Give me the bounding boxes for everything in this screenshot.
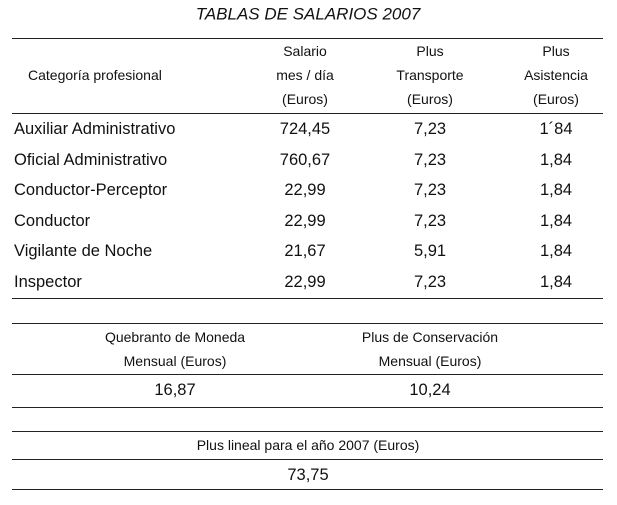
rule <box>12 431 603 432</box>
cell: 7,23 <box>413 272 447 291</box>
column-header: Plus lineal para el año 2007 (Euros) <box>196 437 420 453</box>
cell: 1,84 <box>539 150 573 169</box>
column-header: Salario <box>283 43 327 59</box>
row-label: Auxiliar Administrativo <box>14 119 176 138</box>
cell: 1,84 <box>539 272 573 291</box>
column-header: Categoría profesional <box>28 67 162 83</box>
row-label: Inspector <box>14 272 82 291</box>
rule <box>12 459 603 460</box>
cell: 21,67 <box>284 242 326 261</box>
cell: 10,24 <box>409 380 451 399</box>
column-header: Transporte <box>396 67 464 83</box>
cell: 5,91 <box>413 242 447 261</box>
cell: 1,84 <box>539 211 573 230</box>
column-header: (Euros) <box>407 91 453 107</box>
title: TABLAS DE SALARIOS 2007 <box>195 4 421 24</box>
rule <box>12 38 603 39</box>
row-label: Conductor-Perceptor <box>14 180 168 199</box>
column-header: Plus <box>416 43 444 59</box>
cell: 7,23 <box>413 211 447 230</box>
column-header: mes / día <box>276 67 334 83</box>
column-header: Plus de Conservación <box>361 329 499 345</box>
cell: 16,87 <box>154 380 196 399</box>
column-header: Plus <box>542 43 570 59</box>
cell: 7,23 <box>413 150 447 169</box>
rule <box>12 489 603 490</box>
cell: 22,99 <box>284 180 326 199</box>
cell: 724,45 <box>279 119 331 138</box>
column-header: Quebranto de Moneda <box>104 329 246 345</box>
row-label: Oficial Administrativo <box>14 150 168 169</box>
column-header: Mensual (Euros) <box>123 353 227 369</box>
cell: 760,67 <box>279 150 331 169</box>
cell: 22,99 <box>284 211 326 230</box>
rule <box>12 323 603 324</box>
column-header: (Euros) <box>533 91 579 107</box>
column-header: (Euros) <box>282 91 328 107</box>
rule <box>12 407 603 408</box>
rule <box>12 298 603 299</box>
cell: 7,23 <box>413 119 447 138</box>
cell: 1´84 <box>539 119 573 138</box>
cell: 73,75 <box>287 465 329 484</box>
rule <box>12 113 603 114</box>
cell: 7,23 <box>413 180 447 199</box>
cell: 1,84 <box>539 180 573 199</box>
cell: 1,84 <box>539 242 573 261</box>
column-header: Asistencia <box>524 67 588 83</box>
cell: 22,99 <box>284 272 326 291</box>
row-label: Conductor <box>14 211 91 230</box>
row-label: Vigilante de Noche <box>14 242 153 261</box>
column-header: Mensual (Euros) <box>378 353 482 369</box>
rule <box>12 374 603 375</box>
